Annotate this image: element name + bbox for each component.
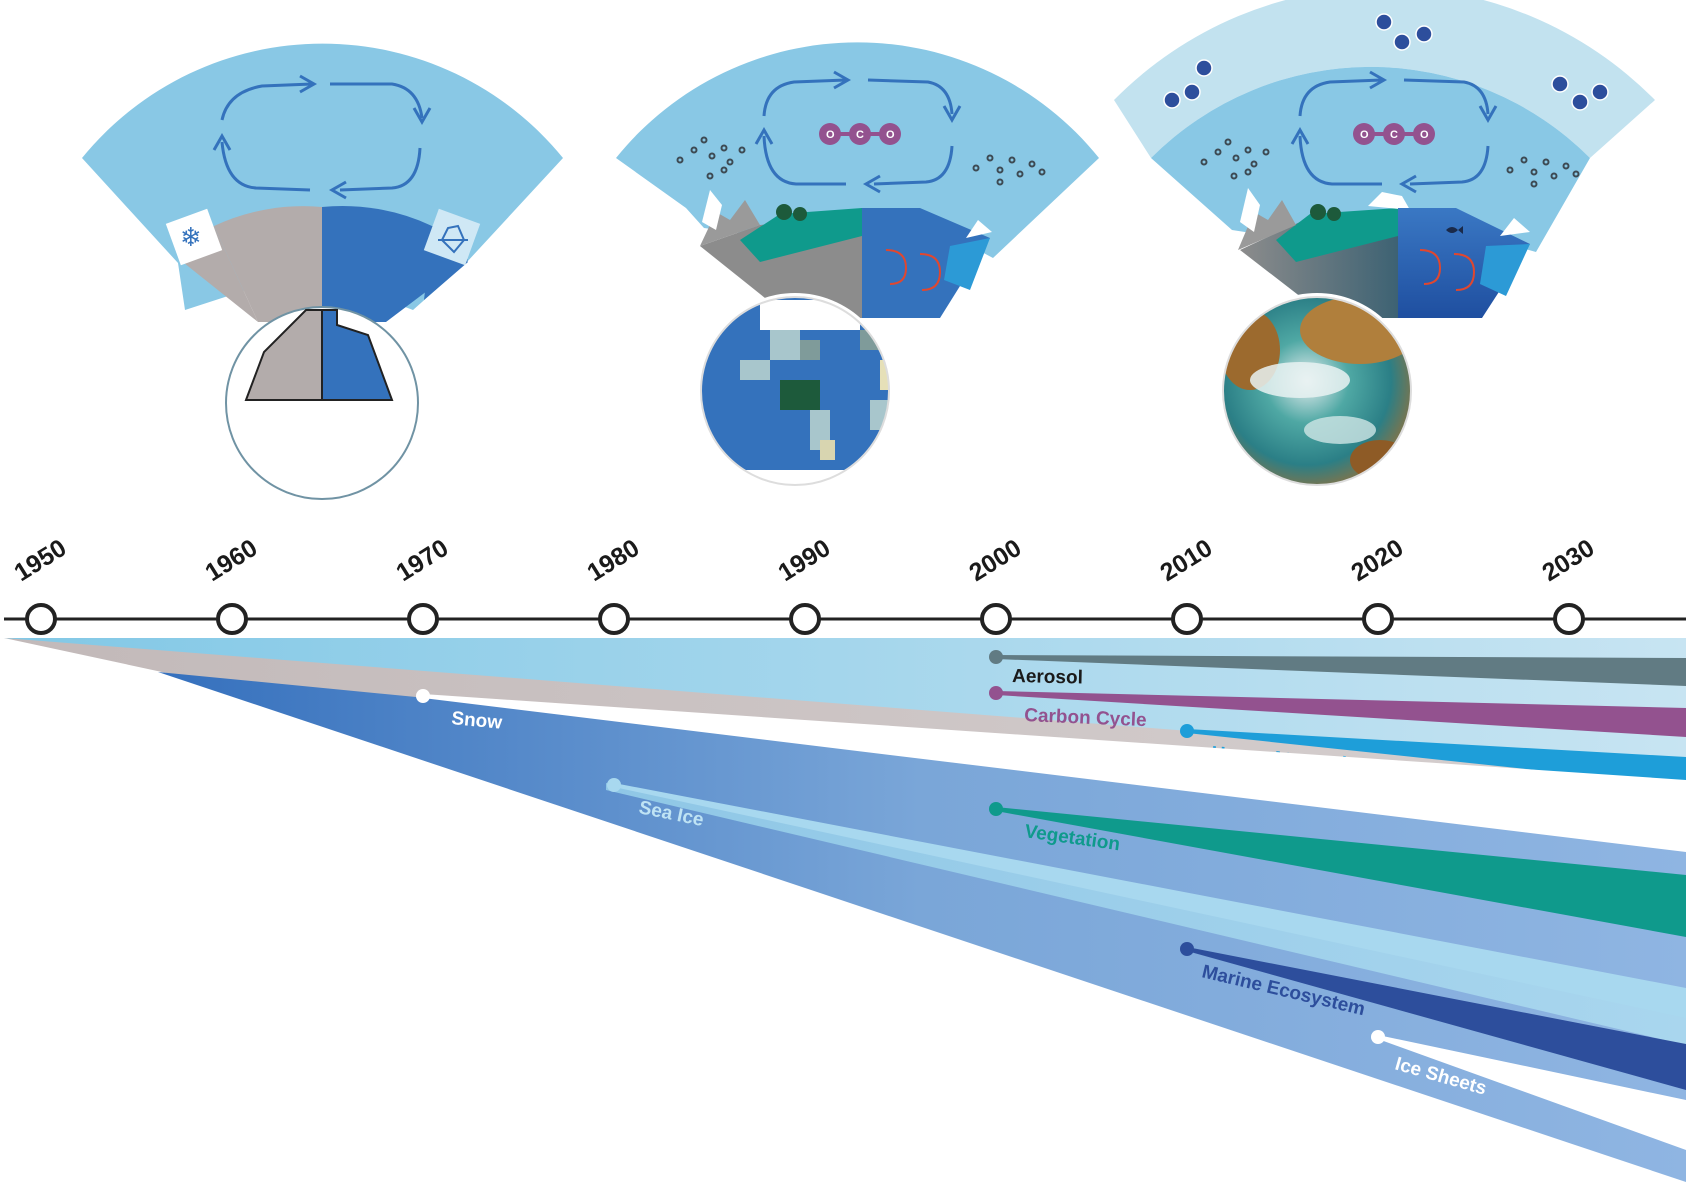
snow-tile: [165, 208, 223, 266]
ocean-mixing-arrows: [885, 249, 942, 291]
component-start-dot: [1180, 942, 1194, 956]
iceberg-icon: [438, 224, 468, 254]
year-marker: [216, 603, 248, 635]
year-label: 2020: [1346, 534, 1408, 587]
ozone-molecule: [1163, 13, 1609, 111]
tree-icon: [1310, 204, 1326, 220]
year-marker: [1553, 603, 1585, 635]
year-label: 1960: [200, 534, 262, 587]
component-start-dot: [1371, 1030, 1385, 1044]
component-start-dot: [607, 778, 621, 792]
component-streak: [996, 691, 1686, 737]
component-streak: [614, 783, 1686, 1018]
year-marker: [407, 603, 439, 635]
component-label: Aerosol: [1012, 666, 1083, 689]
molecule-atom: C: [856, 129, 864, 141]
globe-grid: [701, 297, 889, 485]
ice-shelf-shape: [966, 220, 992, 238]
snowflake-icon: ❄: [180, 223, 202, 253]
year-marker: [1171, 603, 1203, 635]
globe-land-block: [244, 309, 323, 401]
globe-outline: [1222, 296, 1412, 486]
atmosphere-band: [1151, 66, 1590, 252]
early-model-fan: ❄: [82, 43, 563, 500]
sea-ice-segment: [944, 238, 990, 290]
component-streak: [423, 694, 1686, 852]
aerosol-dots: [676, 136, 1046, 186]
circulation-arrows: [754, 70, 962, 194]
component-start-dot: [989, 802, 1003, 816]
tree-icon: [1327, 207, 1341, 221]
globe-outline: [700, 296, 890, 486]
glacier-shape: [1240, 188, 1260, 232]
component-streak: [996, 655, 1686, 686]
year-marker: [789, 603, 821, 635]
vegetation-segment: [740, 208, 862, 262]
component-start-dot: [1180, 724, 1194, 738]
co2-molecule: O C O: [819, 123, 901, 145]
globe-imagery: [1223, 297, 1411, 485]
atmosphere-band: [616, 42, 1099, 258]
year-label: 2000: [964, 534, 1026, 587]
year-label: 1980: [582, 534, 644, 587]
modern-model-fan: O C O: [1114, 0, 1655, 489]
fish-icon: [1446, 226, 1463, 234]
ocean-segment: [862, 208, 990, 318]
ice-cap-shape: [1368, 192, 1410, 210]
year-marker: [980, 603, 1012, 635]
timeline-axis: 1950 1960 1970 1980 1990 2000 2010 2020 2030: [4, 534, 1686, 635]
component-start-dot: [989, 650, 1003, 664]
upper-atmosphere-band: [1114, 0, 1655, 158]
circulation-arrows: [1290, 70, 1498, 194]
molecule-atom: C: [1390, 129, 1398, 141]
intermediate-model-fan: O C O: [616, 42, 1099, 489]
co2-molecule: O C O: [1353, 123, 1435, 145]
year-label: 2010: [1155, 534, 1217, 587]
aerosol-dots: [1200, 138, 1580, 188]
mountain-shape: [1238, 200, 1296, 250]
year-label: 1950: [9, 534, 71, 587]
year-marker: [1362, 603, 1394, 635]
component-streak: [1378, 1035, 1686, 1150]
ice-tile: [423, 208, 481, 266]
ice-shelf-shape: [1500, 218, 1530, 236]
molecule-atom: O: [826, 129, 835, 141]
component-label: Carbon Cycle: [1024, 705, 1147, 731]
molecule-atom: O: [886, 129, 895, 141]
year-label: 2030: [1537, 534, 1599, 587]
tree-icon: [793, 207, 807, 221]
component-start-dot: [989, 686, 1003, 700]
component-label: Snow: [451, 708, 504, 734]
globe-ocean-block: [321, 309, 394, 401]
mountain-shape: [700, 200, 760, 246]
component-start-dot: [416, 689, 430, 703]
component-streak: [1187, 947, 1686, 1090]
year-marker: [598, 603, 630, 635]
molecule-atom: O: [1360, 129, 1369, 141]
glacier-shape: [702, 190, 722, 230]
tree-icon: [776, 204, 792, 220]
land-segment: [214, 206, 322, 322]
ocean-mixing-arrows: [1419, 249, 1476, 291]
sea-ice-segment: [1480, 244, 1530, 296]
vegetation-segment: [1276, 208, 1398, 262]
year-label: 1990: [773, 534, 835, 587]
year-label: 1970: [391, 534, 453, 587]
sea-ice-band: [606, 783, 1686, 1045]
circulation-arrows: [212, 74, 432, 200]
year-marker: [25, 603, 57, 635]
component-streak: [996, 807, 1686, 937]
molecule-atom: O: [1420, 129, 1429, 141]
